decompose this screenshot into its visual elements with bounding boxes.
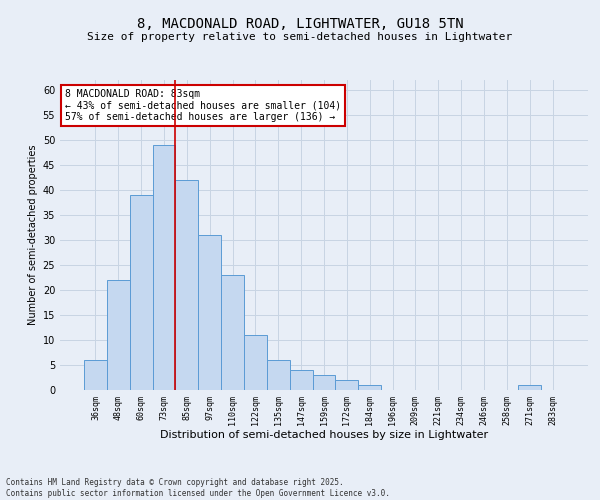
Text: Size of property relative to semi-detached houses in Lightwater: Size of property relative to semi-detach… xyxy=(88,32,512,42)
Bar xyxy=(244,335,267,390)
Text: 8 MACDONALD ROAD: 83sqm
← 43% of semi-detached houses are smaller (104)
57% of s: 8 MACDONALD ROAD: 83sqm ← 43% of semi-de… xyxy=(65,90,341,122)
Bar xyxy=(107,280,130,390)
Bar xyxy=(358,385,381,390)
Bar xyxy=(335,380,358,390)
Bar xyxy=(290,370,313,390)
Bar xyxy=(267,360,290,390)
Text: 8, MACDONALD ROAD, LIGHTWATER, GU18 5TN: 8, MACDONALD ROAD, LIGHTWATER, GU18 5TN xyxy=(137,18,463,32)
Bar xyxy=(84,360,107,390)
Bar xyxy=(221,275,244,390)
Bar xyxy=(152,145,175,390)
Text: Contains HM Land Registry data © Crown copyright and database right 2025.
Contai: Contains HM Land Registry data © Crown c… xyxy=(6,478,390,498)
Bar xyxy=(518,385,541,390)
Y-axis label: Number of semi-detached properties: Number of semi-detached properties xyxy=(28,145,38,325)
Bar xyxy=(313,375,335,390)
X-axis label: Distribution of semi-detached houses by size in Lightwater: Distribution of semi-detached houses by … xyxy=(160,430,488,440)
Bar xyxy=(198,235,221,390)
Bar xyxy=(130,195,152,390)
Bar xyxy=(175,180,198,390)
